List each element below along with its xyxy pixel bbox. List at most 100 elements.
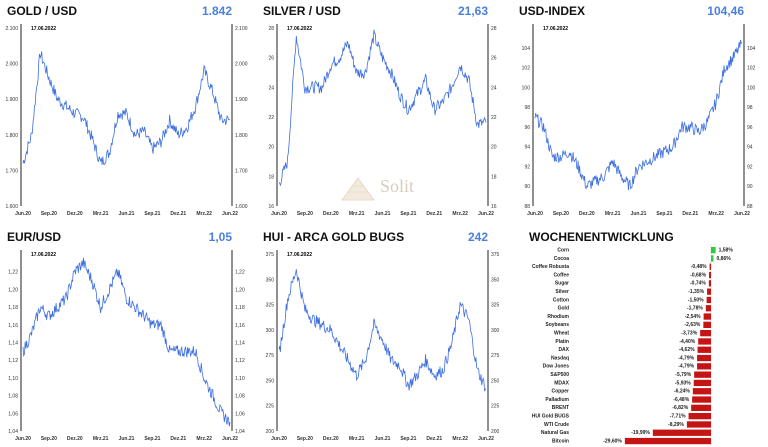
- bar-value-label: -1,50%: [688, 297, 704, 303]
- bar-category-label: Soybeans: [545, 322, 569, 328]
- y-tick-label-right: 1,04: [235, 429, 245, 435]
- y-tick-label-right: 92: [747, 164, 753, 170]
- y-tick-label-right: 88: [747, 204, 753, 210]
- current-value: 21,63: [457, 4, 488, 18]
- x-tick-label: Mrz.22: [196, 436, 212, 442]
- bar-category-label: Rhodium: [547, 314, 569, 320]
- chart-title: USD-INDEX: [519, 4, 586, 18]
- y-tick-label-left: 98: [524, 105, 530, 111]
- bar: [703, 321, 711, 328]
- x-tick-label: Dez.20: [67, 436, 83, 442]
- y-tick-label-left: 94: [524, 145, 530, 151]
- bar: [700, 330, 711, 337]
- bar-value-label: -4,62%: [679, 347, 695, 353]
- x-tick-label: Jun.22: [734, 211, 750, 217]
- y-tick-label-left: 22: [268, 115, 274, 121]
- x-tick-label: Jun.20: [15, 436, 31, 442]
- y-tick-label-left: 100: [522, 85, 531, 91]
- bar: [703, 313, 711, 320]
- y-tick-label-right: 350: [491, 277, 500, 283]
- y-tick-label-right: 102: [747, 66, 756, 72]
- date-label: 17.06.2022: [287, 252, 312, 258]
- bar: [697, 354, 711, 362]
- y-tick-label-left: 1,16: [8, 323, 18, 329]
- x-tick-label: Mrz.21: [605, 211, 621, 217]
- y-tick-label-right: 1,06: [235, 411, 245, 417]
- y-tick-label-right: 94: [747, 145, 753, 151]
- y-tick-label-left: 24: [268, 85, 274, 91]
- bar-value-label: 1,58%: [719, 248, 734, 254]
- y-tick-label-left: 275: [266, 353, 275, 359]
- y-tick-label-left: 1.900: [5, 97, 18, 103]
- x-tick-label: Sep.20: [41, 436, 57, 442]
- y-tick-label-left: 92: [524, 164, 530, 170]
- y-tick-label-right: 18: [491, 174, 497, 180]
- line-chart: 17.06.2022 1,22 1,22 1,20 1,20 1,18 1,18 1,16 1,…: [8, 250, 245, 442]
- y-tick-label-left: 18: [268, 174, 274, 180]
- bar-category-label: Coffee: [553, 272, 569, 278]
- x-tick-label: Sep.21: [144, 211, 160, 217]
- bar-value-label: -29,60%: [603, 438, 622, 444]
- x-tick-label: Jun.21: [375, 211, 391, 217]
- current-value: 1,05: [208, 230, 232, 244]
- y-tick-label-left: 1,22: [8, 270, 18, 276]
- x-tick-label: Sep.21: [144, 436, 160, 442]
- y-tick-label-right: 1.600: [235, 204, 248, 210]
- y-tick-label-right: 200: [491, 429, 500, 435]
- x-tick-label: Dez.21: [170, 211, 186, 217]
- y-tick-label-left: 26: [268, 56, 274, 62]
- y-tick-label-left: 1.600: [5, 204, 18, 210]
- eurusd-chart-panel: EUR/USD 1,05 17.06.2022 1,22 1,22 1,20 1,20 1,1…: [0, 226, 256, 447]
- x-tick-label: Jun.20: [271, 436, 287, 442]
- bar: [691, 404, 711, 411]
- bar-category-label: Cocoa: [554, 256, 570, 262]
- bar-category-label: Cotton: [553, 297, 569, 303]
- bar-value-label: -2,54%: [685, 314, 701, 320]
- y-tick-label-right: 375: [491, 252, 500, 258]
- bar: [706, 296, 711, 304]
- y-tick-label-left: 1,04: [8, 429, 18, 435]
- y-tick-label-right: 104: [747, 46, 756, 52]
- bar: [711, 255, 714, 262]
- solit-watermark-logo: Solit: [338, 174, 428, 204]
- bar: [652, 429, 711, 436]
- y-tick-label-left: 1,06: [8, 411, 18, 417]
- y-tick-label-right: 2.100: [235, 26, 248, 32]
- y-tick-label-right: 100: [747, 85, 756, 91]
- line-chart: 17.06.2022 375 375 350 350 325 325 300 300 275 275…: [266, 250, 500, 442]
- bar-value-label: -1,35%: [688, 289, 704, 295]
- x-tick-label: Dez.21: [426, 211, 442, 217]
- x-tick-label: Dez.20: [323, 211, 339, 217]
- y-tick-label-left: 1,20: [8, 287, 18, 293]
- price-series-line: [22, 51, 231, 166]
- current-value: 242: [467, 230, 488, 244]
- x-tick-label: Jun.20: [271, 211, 287, 217]
- x-tick-label: Jun.22: [478, 211, 494, 217]
- y-tick-label-right: 1,08: [235, 394, 245, 400]
- bar-category-label: Corn: [557, 248, 569, 254]
- bar: [697, 346, 711, 353]
- bar: [698, 338, 711, 345]
- bar-category-label: BRENT: [552, 405, 569, 411]
- y-tick-label-left: 200: [266, 429, 275, 435]
- bar-value-label: -5,93%: [675, 380, 691, 386]
- y-tick-label-right: 16: [491, 204, 497, 210]
- y-tick-label-left: 1.800: [5, 133, 18, 139]
- bar: [688, 413, 711, 420]
- y-tick-label-right: 24: [491, 85, 497, 91]
- bar-value-label: -6,24%: [674, 389, 690, 395]
- current-value: 1.842: [201, 4, 232, 18]
- y-tick-label-right: 1,12: [235, 358, 245, 364]
- x-tick-label: Jun.22: [222, 211, 238, 217]
- y-tick-label-left: 90: [524, 184, 530, 190]
- y-tick-label-right: 20: [491, 145, 497, 151]
- bar-category-label: HUI Gold BUGS: [532, 414, 570, 420]
- y-tick-label-left: 2.000: [5, 62, 18, 68]
- price-series-line: [534, 39, 743, 191]
- y-tick-label-left: 2.100: [5, 26, 18, 32]
- x-tick-label: Sep.21: [400, 211, 416, 217]
- date-label: 17.06.2022: [31, 26, 56, 32]
- chart-title: EUR/USD: [7, 230, 62, 244]
- y-tick-label-right: 300: [491, 328, 500, 334]
- line-chart: 17.06.2022 104 104 102 102 100 100 98 98 96 96 94 94…: [522, 24, 756, 217]
